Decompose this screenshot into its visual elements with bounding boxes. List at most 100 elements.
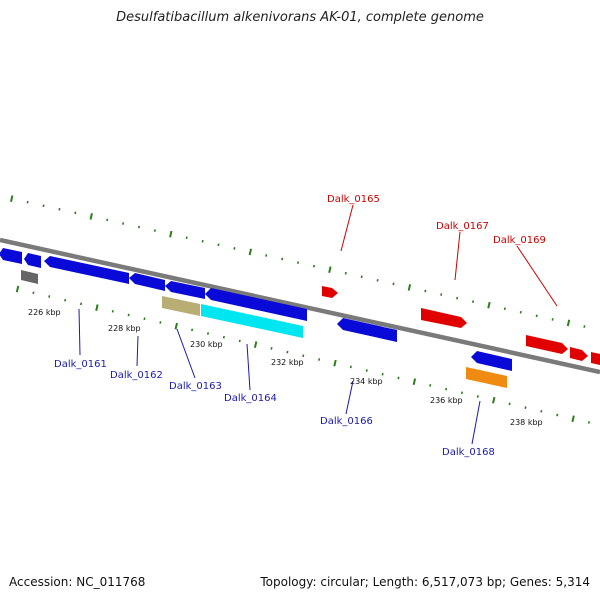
tick-major	[492, 396, 496, 404]
tick-minor	[32, 291, 35, 295]
tick-minor	[270, 347, 273, 350]
tick-minor	[185, 236, 188, 240]
tick-minor	[297, 261, 300, 264]
genome-backbone	[0, 237, 600, 375]
upper-tick-ring	[10, 195, 586, 328]
tick-minor	[440, 293, 443, 296]
tick-minor	[456, 296, 459, 300]
tick-minor	[111, 309, 114, 313]
tick-minor	[201, 239, 204, 243]
tick-minor	[476, 395, 479, 398]
tick-minor	[74, 211, 77, 215]
gene-dalk-0162[interactable]	[129, 273, 165, 291]
kbp-label: 236 kbp	[430, 396, 463, 405]
gene-label-dalk-0161[interactable]: Dalk_0161	[54, 359, 107, 370]
gene-block-minus-2[interactable]	[24, 253, 41, 268]
tick-major	[333, 359, 337, 367]
gene-dalk-0169[interactable]	[526, 335, 568, 354]
tick-minor	[48, 295, 51, 298]
gene-label-dalk-0165[interactable]: Dalk_0165	[327, 194, 380, 205]
tick-major	[412, 378, 417, 386]
gene-label-dalk-0166[interactable]: Dalk_0166	[320, 416, 373, 427]
tick-minor	[349, 365, 352, 369]
tick-minor	[127, 313, 130, 317]
gene-dalk-0164[interactable]	[201, 304, 303, 338]
tick-major	[566, 319, 571, 327]
tick-major	[10, 195, 14, 202]
tick-minor	[143, 317, 146, 321]
tick-minor	[79, 302, 83, 306]
gene-label-dalk-0163[interactable]: Dalk_0163	[169, 381, 222, 392]
gene-dalk-0164-upper[interactable]	[205, 288, 307, 321]
gene-label-dalk-0167[interactable]: Dalk_0167	[436, 221, 489, 232]
kbp-label: 226 kbp	[28, 308, 61, 317]
tick-minor	[318, 358, 321, 361]
tick-minor	[503, 307, 506, 311]
leader-dalk-0167	[454, 231, 461, 281]
tick-major	[248, 248, 253, 256]
tick-major	[328, 266, 332, 274]
tick-minor	[540, 409, 543, 413]
tick-minor	[302, 354, 305, 358]
leader-dalk-0164	[246, 343, 251, 391]
tick-major	[15, 285, 20, 293]
tick-minor	[587, 421, 591, 424]
feature-track	[0, 248, 600, 388]
tick-minor	[312, 264, 316, 268]
leader-dalk-0165	[340, 204, 354, 252]
tick-minor	[64, 298, 67, 302]
tick-major	[253, 341, 258, 348]
tick-minor	[42, 204, 45, 208]
gene-block-minus-1[interactable]	[0, 248, 22, 264]
tick-minor	[206, 332, 210, 335]
leader-dalk-0163	[176, 328, 196, 379]
tick-minor	[460, 391, 464, 395]
tick-minor	[397, 376, 400, 380]
tick-minor	[381, 372, 384, 376]
leader-dalk-0166	[345, 380, 354, 415]
gene-dalk-0168[interactable]	[466, 367, 507, 388]
leader-dalk-0168	[471, 400, 481, 445]
tick-minor	[360, 275, 363, 279]
gene-dalk-0166[interactable]	[337, 318, 397, 342]
tick-major	[174, 322, 178, 330]
gene-label-dalk-0164[interactable]: Dalk_0164	[224, 393, 277, 404]
lower-tick-ring	[15, 285, 591, 424]
gene-dalk-0168-upper[interactable]	[471, 351, 512, 371]
gene-dalk-0165[interactable]	[322, 286, 338, 298]
gene-dalk-0163[interactable]	[162, 296, 200, 316]
tick-minor	[191, 328, 194, 332]
tick-minor	[392, 282, 395, 286]
gene-block-plus-2[interactable]	[570, 347, 588, 361]
kbp-label: 232 kbp	[271, 358, 304, 367]
tick-minor	[519, 310, 522, 314]
tick-major	[487, 301, 491, 309]
gene-dalk-0167[interactable]	[421, 308, 467, 328]
tick-minor	[365, 369, 368, 372]
tick-minor	[222, 335, 225, 339]
tick-minor	[281, 257, 284, 261]
tick-minor	[153, 229, 156, 232]
tick-minor	[137, 225, 141, 229]
kbp-label: 228 kbp	[108, 324, 141, 333]
tick-major	[95, 304, 99, 311]
tick-major	[89, 213, 93, 220]
grey-feature[interactable]	[21, 270, 38, 284]
tick-minor	[583, 325, 586, 328]
tick-minor	[344, 271, 347, 275]
gene-dalk-0161[interactable]	[44, 256, 129, 284]
tick-minor	[58, 207, 61, 211]
kbp-label: 230 kbp	[190, 340, 223, 349]
tick-minor	[159, 321, 162, 324]
tick-major	[169, 230, 173, 238]
gene-dalk-0163-upper[interactable]	[165, 281, 205, 299]
kbp-label: 234 kbp	[350, 377, 383, 386]
gene-label-dalk-0162[interactable]: Dalk_0162	[110, 370, 163, 381]
tick-minor	[445, 387, 448, 391]
tick-minor	[524, 406, 527, 409]
gene-label-dalk-0168[interactable]: Dalk_0168	[442, 447, 495, 458]
gene-block-plus-3[interactable]	[591, 352, 600, 365]
tick-minor	[508, 402, 511, 406]
gene-label-dalk-0169[interactable]: Dalk_0169	[493, 235, 546, 246]
